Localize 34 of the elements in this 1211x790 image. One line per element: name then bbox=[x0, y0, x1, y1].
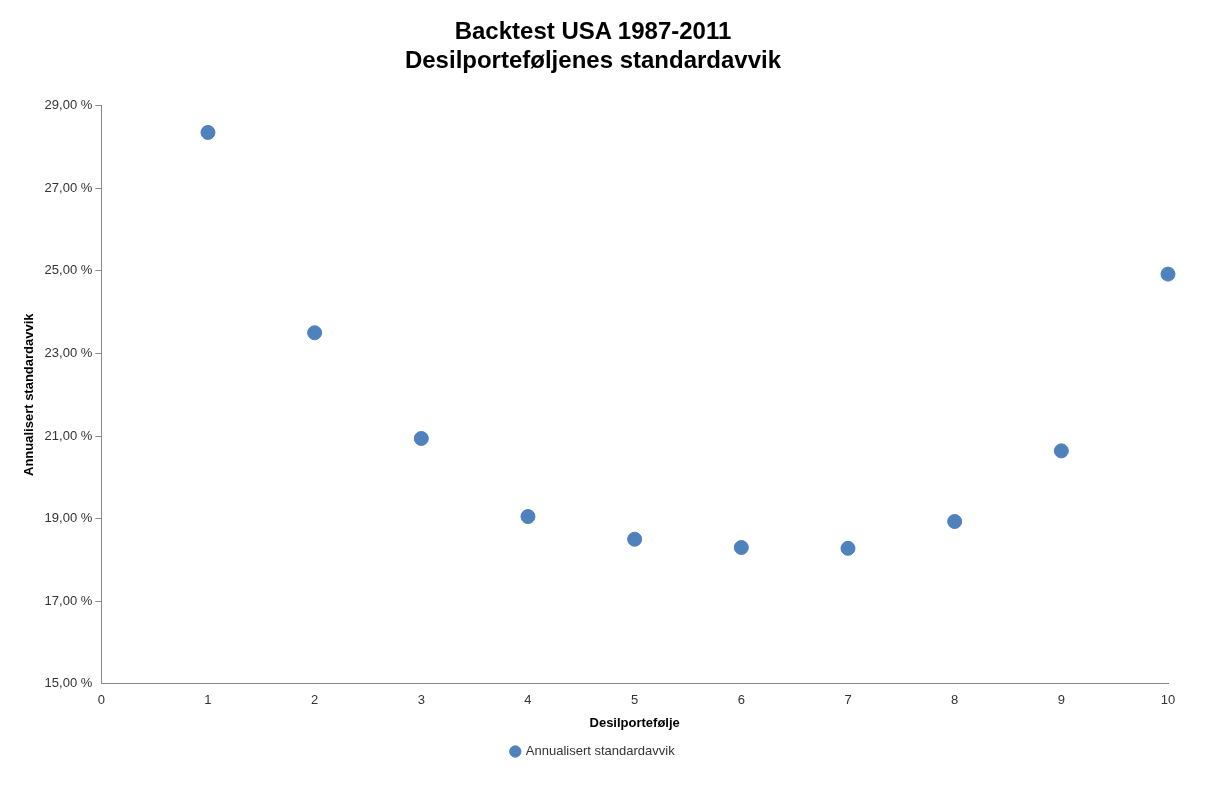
y-tick-label: 23,00 % bbox=[44, 344, 93, 360]
x-tick-label: 2 bbox=[311, 692, 319, 708]
legend-label: Annualisert standardavvik bbox=[525, 743, 676, 759]
x-axis-title: Desilportefølje bbox=[589, 714, 680, 730]
x-tick-label: 0 bbox=[97, 692, 105, 708]
point bbox=[947, 513, 963, 529]
y-tick-label: 21,00 % bbox=[44, 427, 93, 443]
x-tick-label: 6 bbox=[737, 692, 745, 708]
y-tick-label: 25,00 % bbox=[44, 262, 93, 278]
y-tick-label: 17,00 % bbox=[44, 592, 93, 608]
point bbox=[840, 540, 856, 556]
text: Desilporteføljenes standardavvik bbox=[404, 45, 782, 73]
x-tick-label: 4 bbox=[524, 692, 532, 708]
text: Backtest USA 1987-2011 bbox=[454, 17, 732, 45]
point bbox=[627, 531, 643, 547]
x-tick-label: 8 bbox=[951, 692, 959, 708]
y-axis-title: Annualisert standardavvik bbox=[21, 312, 37, 476]
point bbox=[520, 509, 536, 525]
x-tick-label: 10 bbox=[1160, 692, 1176, 708]
x-tick-label: 3 bbox=[417, 692, 425, 708]
x-tick-label: 9 bbox=[1057, 692, 1065, 708]
point bbox=[307, 325, 323, 341]
x-tick-label: 5 bbox=[631, 692, 639, 708]
point bbox=[200, 124, 216, 140]
x-tick-label: 7 bbox=[844, 692, 852, 708]
x-tick-label: 1 bbox=[204, 692, 212, 708]
y-tick-label: 19,00 % bbox=[44, 510, 93, 526]
y-tick-label: 29,00 % bbox=[44, 97, 93, 113]
point bbox=[1053, 443, 1069, 459]
point bbox=[1160, 266, 1176, 282]
y-tick-label: 27,00 % bbox=[44, 179, 93, 195]
point bbox=[413, 430, 429, 446]
y-tick-label: 15,00 % bbox=[44, 675, 93, 691]
point bbox=[733, 540, 749, 556]
